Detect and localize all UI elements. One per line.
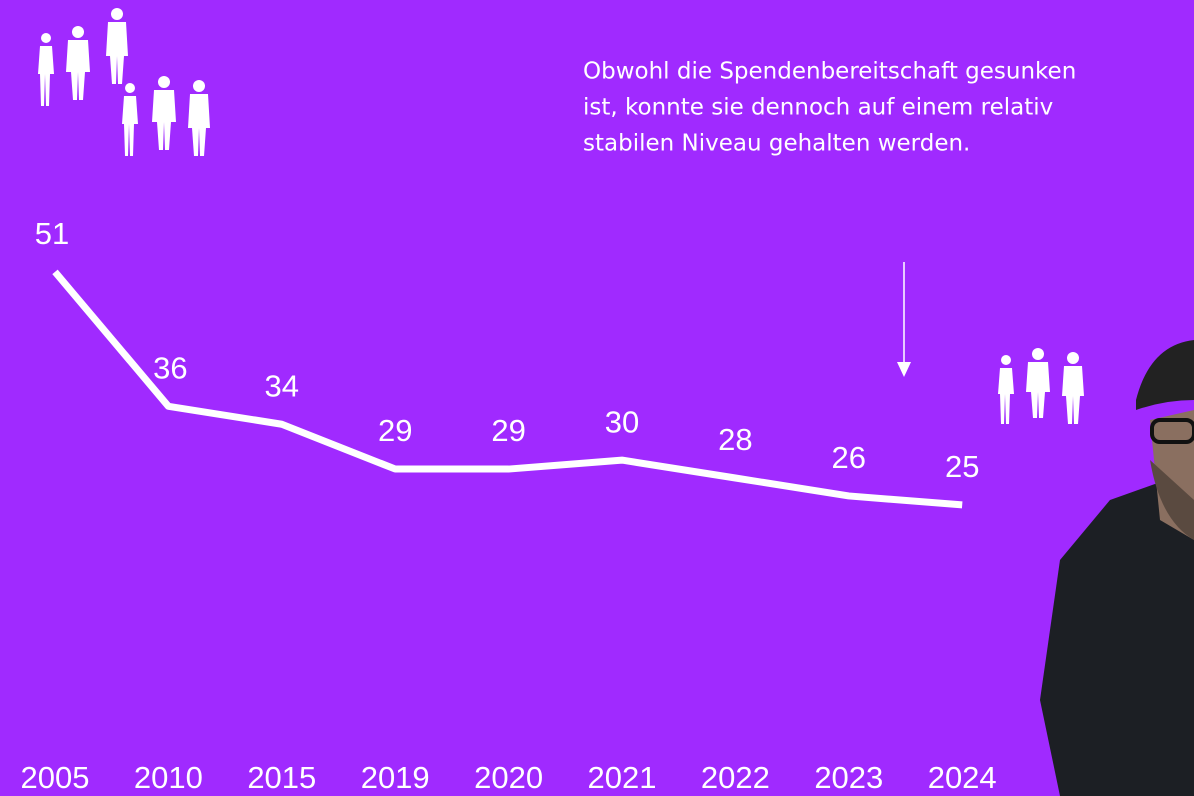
data-label: 29	[378, 413, 412, 448]
x-tick-label: 2010	[134, 760, 203, 795]
people-icons-top	[38, 8, 210, 156]
data-label: 26	[832, 440, 866, 475]
person-photo	[1040, 340, 1194, 796]
annotation: Obwohl die Spendenbereitschaft gesunken	[583, 59, 1076, 85]
annotation: ist, konnte sie dennoch auf einem relati…	[583, 95, 1053, 121]
x-tick-label: 2021	[588, 760, 657, 795]
people-icons-right	[998, 348, 1084, 424]
data-label: 36	[153, 350, 187, 385]
x-tick-label: 2022	[701, 760, 770, 795]
x-tick-label: 2019	[361, 760, 430, 795]
arrow-head	[897, 362, 911, 377]
data-label: 51	[35, 216, 69, 251]
line	[52, 269, 963, 509]
x-tick-label: 2015	[247, 760, 316, 795]
data-label: 34	[265, 368, 299, 403]
data-label: 30	[605, 404, 639, 439]
data-label: 29	[491, 413, 525, 448]
x-tick-label: 2005	[21, 760, 90, 795]
data-label: 28	[718, 422, 752, 457]
x-tick-label: 2020	[474, 760, 543, 795]
x-tick-label: 2023	[814, 760, 883, 795]
annotation: stabilen Niveau gehalten werden.	[583, 131, 970, 157]
x-tick-label: 2024	[928, 760, 997, 795]
data-label: 25	[945, 449, 979, 484]
